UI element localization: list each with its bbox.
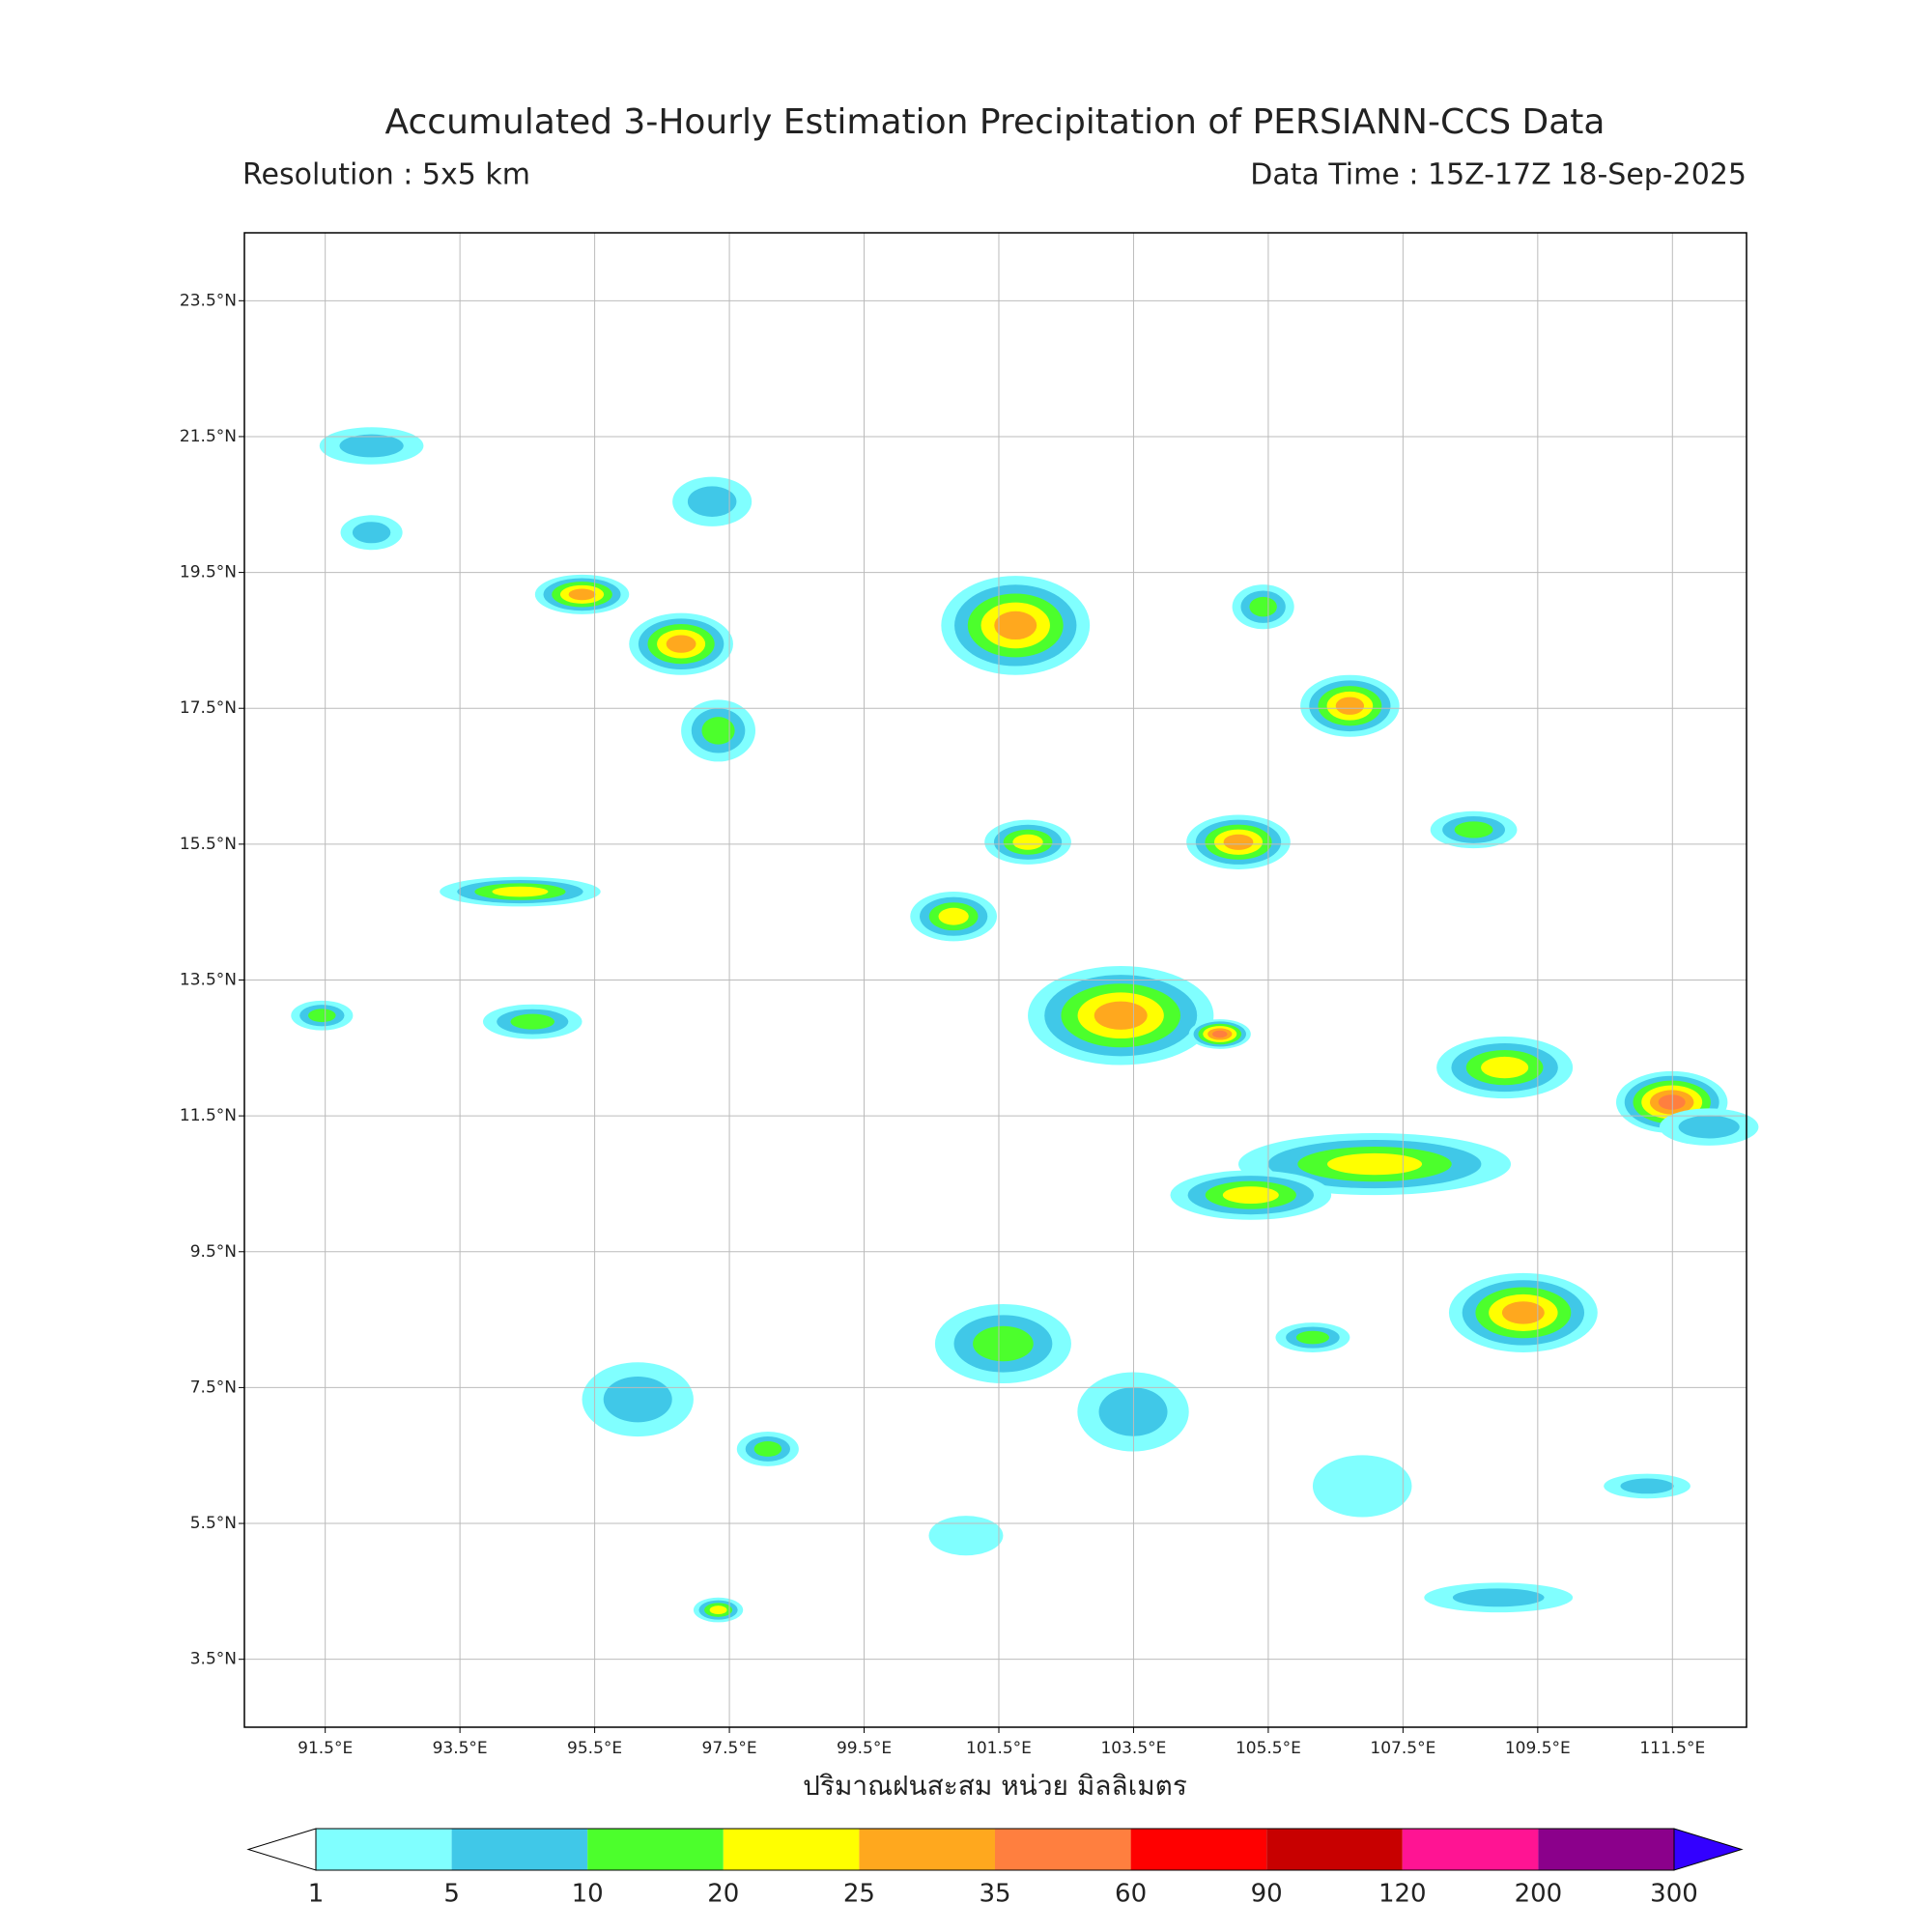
rain-cell	[1012, 834, 1043, 850]
x-tick-label: 93.5°E	[433, 1739, 488, 1758]
rain-cell	[492, 886, 549, 897]
rain-cell	[1452, 1588, 1545, 1607]
colorbar-box	[995, 1829, 1131, 1870]
colorbar-label: 300	[1650, 1880, 1698, 1909]
y-tick-label: 17.5°N	[180, 698, 237, 718]
x-tick-label: 111.5°E	[1639, 1739, 1705, 1758]
colorbar-label: 35	[979, 1880, 1010, 1909]
rain-cell	[568, 588, 596, 601]
x-tick-label: 99.5°E	[837, 1739, 892, 1758]
rain-cell	[666, 635, 696, 653]
rain-cell	[938, 907, 969, 925]
rain-cell	[339, 434, 404, 458]
y-tick-label: 19.5°N	[180, 563, 237, 582]
x-tick-label: 103.5°E	[1100, 1739, 1166, 1758]
rain-cell	[1326, 1152, 1423, 1176]
rain-cell	[701, 717, 735, 745]
colorbar-label: 25	[843, 1880, 875, 1909]
colorbar-label: 1	[308, 1880, 325, 1909]
colorbar: 1 5 10 20 25 35 60 90 120 200 300	[246, 1828, 1744, 1909]
rain-cell	[1295, 1330, 1330, 1345]
rain-cell	[1620, 1478, 1674, 1494]
colorbar-box	[587, 1829, 724, 1870]
axes: 91.5°E 93.5°E 95.5°E 97.5°E 99.5°E 101.5°E 103…	[180, 233, 1747, 1758]
rain-cell	[687, 486, 737, 517]
data-time: Data Time : 15Z-17Z 18-Sep-2025	[1250, 158, 1747, 192]
rain-cell	[1678, 1115, 1740, 1139]
rain-cell	[308, 1009, 336, 1023]
rain-cell	[928, 1516, 1004, 1556]
rain-cell	[1501, 1301, 1545, 1324]
rain-cell	[1094, 1001, 1148, 1030]
x-tick-label: 95.5°E	[567, 1739, 622, 1758]
x-tick-label: 105.5°E	[1236, 1739, 1301, 1758]
colorbar-label: 10	[572, 1880, 604, 1909]
y-tick-label: 9.5°N	[190, 1242, 237, 1262]
map-frame	[243, 232, 1747, 1728]
x-tick-label: 101.5°E	[966, 1739, 1032, 1758]
colorbar-label: 20	[707, 1880, 739, 1909]
rain-cell	[753, 1440, 782, 1457]
colorbar-box	[1130, 1829, 1267, 1870]
colorbar-label: 120	[1378, 1880, 1427, 1909]
rain-cell	[1223, 834, 1254, 850]
y-tick-label: 15.5°N	[180, 835, 237, 854]
x-tick-label: 107.5°E	[1370, 1739, 1435, 1758]
y-tick-label: 5.5°N	[190, 1514, 237, 1533]
rain-cell	[352, 522, 391, 544]
title: Accumulated 3-Hourly Estimation Precipit…	[385, 102, 1605, 142]
colorbar-outline	[315, 1828, 1675, 1871]
rain-cell	[709, 1605, 727, 1615]
resolution: Resolution : 5x5 km	[242, 158, 530, 192]
colorbar-label: 90	[1251, 1880, 1283, 1909]
colorbar-box	[1538, 1829, 1674, 1870]
rain-cell	[1454, 821, 1493, 838]
rain-cell	[1658, 1094, 1686, 1110]
colorbar-box	[451, 1829, 588, 1870]
y-tick-label: 11.5°N	[180, 1106, 237, 1125]
rain-cell	[1481, 1056, 1529, 1079]
rain-cell	[1312, 1455, 1412, 1518]
rain-cell	[973, 1325, 1034, 1362]
colorbar-label: 60	[1115, 1880, 1147, 1909]
rain-field	[291, 427, 1759, 1623]
rain-cell	[1212, 1030, 1228, 1038]
colorbar-box	[1266, 1829, 1403, 1870]
y-tick-label: 3.5°N	[190, 1650, 237, 1669]
x-tick-label: 109.5°E	[1505, 1739, 1571, 1758]
colorbar-box	[316, 1829, 452, 1870]
rain-cell	[994, 611, 1037, 640]
rain-cell	[1335, 696, 1365, 715]
rain-cell	[1222, 1186, 1279, 1205]
colorbar-label: 5	[443, 1880, 460, 1909]
x-tick-label: 97.5°E	[702, 1739, 757, 1758]
rain-cell	[510, 1013, 555, 1030]
over-arrow	[1673, 1828, 1744, 1871]
y-tick-label: 21.5°N	[180, 427, 237, 446]
y-tick-label: 13.5°N	[180, 971, 237, 990]
colorbar-box	[723, 1829, 860, 1870]
x-tick-label: 91.5°E	[298, 1739, 353, 1758]
x-label: ปริมาณฝนสะสม หน่วย มิลลิเมตร	[803, 1770, 1187, 1802]
under-arrow	[246, 1828, 317, 1871]
colorbar-box	[859, 1829, 995, 1870]
colorbar-box	[1402, 1829, 1539, 1870]
y-tick-label: 7.5°N	[190, 1378, 237, 1397]
rain-cell	[603, 1376, 672, 1423]
colorbar-label: 200	[1515, 1880, 1563, 1909]
rain-cell	[1249, 596, 1277, 617]
y-tick-label: 23.5°N	[180, 291, 237, 310]
